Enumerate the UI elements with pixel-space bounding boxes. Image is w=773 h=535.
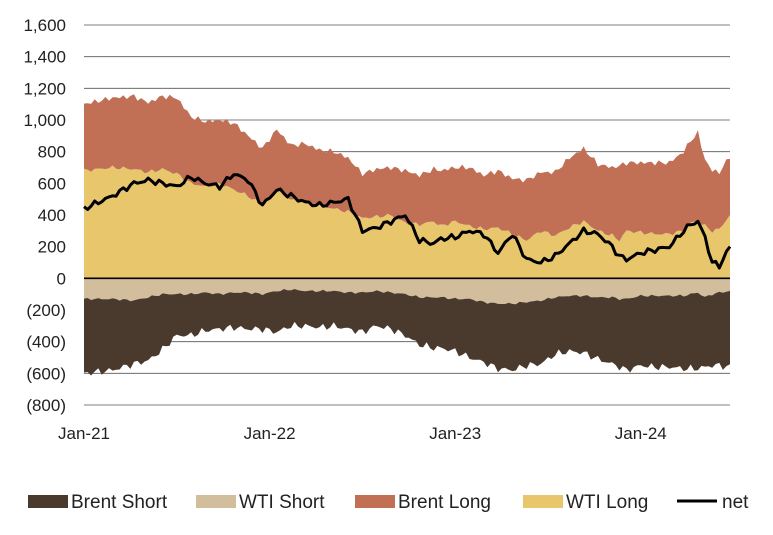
net-line bbox=[83, 173, 732, 270]
legend: Brent Short WTI Short Brent Long WTI Long ne… bbox=[28, 492, 749, 513]
legend-label: Brent Short bbox=[71, 492, 168, 513]
y-tick-label: (400) bbox=[26, 333, 66, 352]
y-tick-label: 1,400 bbox=[23, 48, 66, 67]
x-tick-label: Jan-21 bbox=[58, 424, 110, 443]
y-tick-label: (800) bbox=[26, 396, 66, 415]
legend-item: WTI Long bbox=[523, 492, 648, 513]
legend-swatch bbox=[355, 495, 395, 508]
x-tick-label: Jan-23 bbox=[429, 424, 481, 443]
y-axis: 1,600 1,400 1,200 1,000 800 600 400 200 0 (200) (4… bbox=[23, 16, 66, 415]
stacked-areas bbox=[84, 94, 730, 376]
legend-label: WTI Long bbox=[566, 492, 648, 513]
y-tick-label: 0 bbox=[57, 269, 66, 288]
x-tick-label: Jan-22 bbox=[244, 424, 296, 443]
legend-swatch bbox=[196, 495, 236, 508]
legend-label: Brent Long bbox=[398, 492, 491, 513]
legend-label: WTI Short bbox=[239, 492, 325, 513]
y-tick-label: 1,200 bbox=[23, 79, 66, 98]
x-tick-label: Jan-24 bbox=[615, 424, 667, 443]
y-tick-label: 1,600 bbox=[23, 16, 66, 35]
legend-item: WTI Short bbox=[196, 492, 325, 513]
y-tick-label: (600) bbox=[26, 364, 66, 383]
wti-short-area bbox=[84, 278, 730, 305]
y-tick-label: 200 bbox=[38, 238, 66, 257]
legend-swatch bbox=[523, 495, 563, 508]
brent-short-area bbox=[84, 289, 730, 376]
y-tick-label: 600 bbox=[38, 174, 66, 193]
wti-long-area bbox=[84, 165, 730, 279]
y-tick-label: 400 bbox=[38, 206, 66, 225]
net-line-layer bbox=[83, 173, 732, 270]
legend-label: net bbox=[722, 492, 749, 513]
legend-item: Brent Short bbox=[28, 492, 168, 513]
y-tick-label: 800 bbox=[38, 143, 66, 162]
x-axis: Jan-21 Jan-22 Jan-23 Jan-24 bbox=[58, 424, 667, 443]
y-tick-label: 1,000 bbox=[23, 111, 66, 130]
brent-long-area bbox=[84, 94, 730, 242]
y-tick-label: (200) bbox=[26, 301, 66, 320]
legend-item: Brent Long bbox=[355, 492, 491, 513]
legend-swatch bbox=[28, 495, 68, 508]
legend-item: net bbox=[677, 492, 749, 513]
